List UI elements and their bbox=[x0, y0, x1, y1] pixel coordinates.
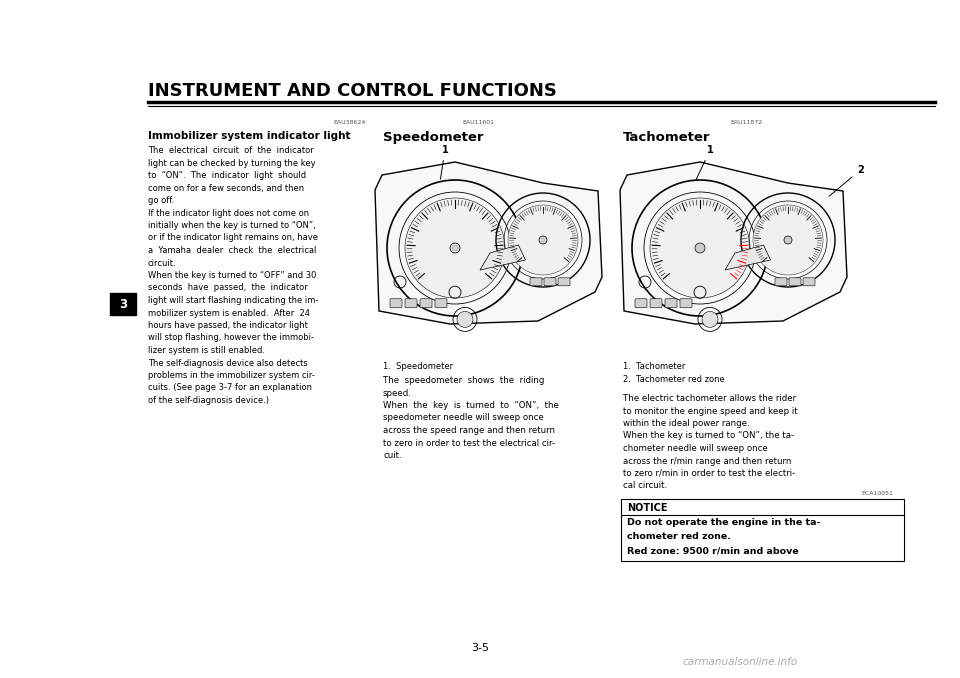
Text: light can be checked by turning the key: light can be checked by turning the key bbox=[148, 159, 316, 167]
Text: or if the indicator light remains on, have: or if the indicator light remains on, ha… bbox=[148, 233, 318, 243]
Text: When  the  key  is  turned  to  “ON”,  the: When the key is turned to “ON”, the bbox=[383, 401, 559, 410]
Circle shape bbox=[539, 236, 547, 244]
Text: NOTICE: NOTICE bbox=[627, 503, 667, 513]
Text: Do not operate the engine in the ta-: Do not operate the engine in the ta- bbox=[627, 518, 821, 527]
Text: cuit.: cuit. bbox=[383, 451, 401, 460]
Text: mobilizer system is enabled.  After  24: mobilizer system is enabled. After 24 bbox=[148, 308, 310, 317]
FancyBboxPatch shape bbox=[390, 299, 402, 308]
Text: to monitor the engine speed and keep it: to monitor the engine speed and keep it bbox=[623, 407, 798, 416]
FancyBboxPatch shape bbox=[665, 299, 677, 308]
Text: The  electrical  circuit  of  the  indicator: The electrical circuit of the indicator bbox=[148, 146, 314, 155]
Text: of the self-diagnosis device.): of the self-diagnosis device.) bbox=[148, 396, 269, 405]
Text: speedometer needle will sweep once: speedometer needle will sweep once bbox=[383, 414, 543, 422]
Text: If the indicator light does not come on: If the indicator light does not come on bbox=[148, 209, 309, 218]
Text: chometer needle will sweep once: chometer needle will sweep once bbox=[623, 444, 768, 453]
FancyBboxPatch shape bbox=[789, 278, 801, 286]
Circle shape bbox=[405, 198, 505, 298]
Text: problems in the immobilizer system cir-: problems in the immobilizer system cir- bbox=[148, 371, 315, 380]
Text: within the ideal power range.: within the ideal power range. bbox=[623, 419, 750, 428]
Text: EAU11872: EAU11872 bbox=[731, 120, 763, 125]
Text: Red zone: 9500 r/min and above: Red zone: 9500 r/min and above bbox=[627, 546, 799, 555]
FancyBboxPatch shape bbox=[775, 278, 787, 286]
Text: come on for a few seconds, and then: come on for a few seconds, and then bbox=[148, 184, 304, 193]
Text: across the speed range and then return: across the speed range and then return bbox=[383, 426, 555, 435]
Circle shape bbox=[450, 243, 460, 253]
Text: 1.  Speedometer: 1. Speedometer bbox=[383, 362, 453, 371]
Text: go off.: go off. bbox=[148, 196, 175, 205]
Text: to zero r/min in order to test the electri-: to zero r/min in order to test the elect… bbox=[623, 469, 795, 478]
Text: Tachometer: Tachometer bbox=[623, 131, 710, 144]
Text: cuits. (See page 3-7 for an explanation: cuits. (See page 3-7 for an explanation bbox=[148, 384, 312, 393]
FancyBboxPatch shape bbox=[420, 299, 432, 308]
Text: When the key is turned to “OFF” and 30: When the key is turned to “OFF” and 30 bbox=[148, 271, 317, 280]
Text: 3: 3 bbox=[119, 298, 127, 311]
Circle shape bbox=[695, 243, 705, 253]
Text: will stop flashing, however the immobi-: will stop flashing, however the immobi- bbox=[148, 334, 314, 342]
Circle shape bbox=[702, 311, 718, 327]
Text: cal circuit.: cal circuit. bbox=[623, 481, 667, 490]
Polygon shape bbox=[480, 245, 525, 270]
Text: The  speedometer  shows  the  riding: The speedometer shows the riding bbox=[383, 376, 544, 385]
Text: EAU11601: EAU11601 bbox=[462, 120, 494, 125]
Text: hours have passed, the indicator light: hours have passed, the indicator light bbox=[148, 321, 308, 330]
Text: to  “ON”.  The  indicator  light  should: to “ON”. The indicator light should bbox=[148, 171, 306, 180]
Text: Immobilizer system indicator light: Immobilizer system indicator light bbox=[148, 131, 350, 141]
Text: 1: 1 bbox=[696, 145, 713, 180]
FancyBboxPatch shape bbox=[803, 278, 815, 286]
Text: 3-5: 3-5 bbox=[471, 643, 489, 653]
FancyBboxPatch shape bbox=[405, 299, 417, 308]
Text: initially when the key is turned to “ON”,: initially when the key is turned to “ON”… bbox=[148, 221, 316, 230]
FancyBboxPatch shape bbox=[650, 299, 662, 308]
FancyBboxPatch shape bbox=[621, 499, 904, 561]
Text: 2: 2 bbox=[829, 165, 864, 196]
Polygon shape bbox=[620, 162, 847, 324]
FancyBboxPatch shape bbox=[635, 299, 647, 308]
Text: The electric tachometer allows the rider: The electric tachometer allows the rider bbox=[623, 394, 796, 403]
FancyBboxPatch shape bbox=[435, 299, 447, 308]
Text: speed.: speed. bbox=[383, 388, 412, 397]
Circle shape bbox=[650, 198, 750, 298]
Text: carmanualsonline.info: carmanualsonline.info bbox=[683, 657, 798, 667]
Text: light will start flashing indicating the im-: light will start flashing indicating the… bbox=[148, 296, 319, 305]
Circle shape bbox=[508, 205, 578, 275]
Text: Speedometer: Speedometer bbox=[383, 131, 484, 144]
FancyBboxPatch shape bbox=[680, 299, 692, 308]
Circle shape bbox=[753, 205, 823, 275]
Text: to zero in order to test the electrical cir-: to zero in order to test the electrical … bbox=[383, 439, 555, 447]
Text: across the r/min range and then return: across the r/min range and then return bbox=[623, 456, 791, 466]
Text: 1.  Tachometer: 1. Tachometer bbox=[623, 362, 685, 371]
Polygon shape bbox=[725, 245, 771, 270]
Text: ECA10051: ECA10051 bbox=[861, 491, 893, 496]
Text: EAU38624: EAU38624 bbox=[334, 120, 366, 125]
Circle shape bbox=[784, 236, 792, 244]
Circle shape bbox=[457, 311, 473, 327]
Text: INSTRUMENT AND CONTROL FUNCTIONS: INSTRUMENT AND CONTROL FUNCTIONS bbox=[148, 82, 557, 100]
FancyBboxPatch shape bbox=[544, 278, 556, 286]
FancyBboxPatch shape bbox=[558, 278, 570, 286]
Text: When the key is turned to “ON”, the ta-: When the key is turned to “ON”, the ta- bbox=[623, 431, 794, 441]
FancyBboxPatch shape bbox=[110, 293, 136, 315]
Text: circuit.: circuit. bbox=[148, 258, 177, 268]
Text: 2.  Tachometer red zone: 2. Tachometer red zone bbox=[623, 375, 725, 384]
Text: The self-diagnosis device also detects: The self-diagnosis device also detects bbox=[148, 359, 308, 367]
Polygon shape bbox=[375, 162, 602, 324]
Text: seconds  have  passed,  the  indicator: seconds have passed, the indicator bbox=[148, 283, 308, 292]
Text: a  Yamaha  dealer  check  the  electrical: a Yamaha dealer check the electrical bbox=[148, 246, 317, 255]
Text: lizer system is still enabled.: lizer system is still enabled. bbox=[148, 346, 265, 355]
Text: 1: 1 bbox=[441, 145, 448, 179]
FancyBboxPatch shape bbox=[530, 278, 542, 286]
Text: chometer red zone.: chometer red zone. bbox=[627, 532, 731, 541]
